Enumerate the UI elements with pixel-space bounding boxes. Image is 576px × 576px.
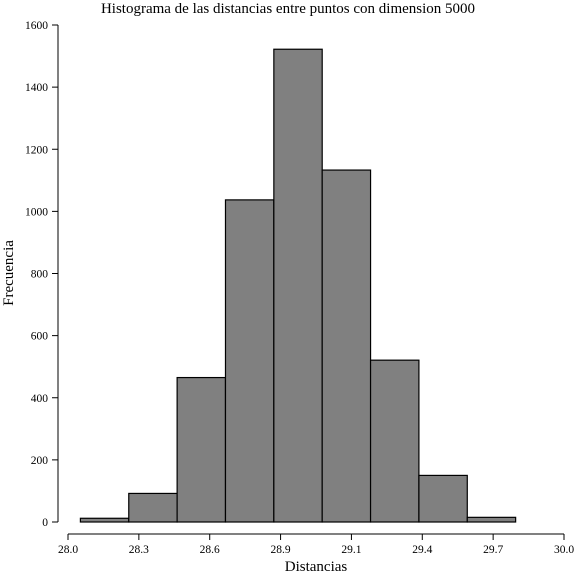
y-tick-label: 1400 — [25, 82, 48, 94]
chart-title: Histograma de las distancias entre punto… — [101, 1, 475, 17]
y-tick-label: 1200 — [25, 144, 48, 156]
histogram-bar-1 — [79, 517, 130, 523]
y-tick-label: 600 — [31, 331, 49, 343]
histogram-bar-9 — [466, 516, 517, 523]
histogram-bar-6 — [321, 169, 372, 523]
histogram-bar-7 — [369, 359, 420, 523]
x-tick-label: 28.6 — [200, 544, 220, 556]
histogram-bar-8 — [418, 474, 468, 523]
y-tick-label: 0 — [42, 517, 48, 529]
histogram-bar-2 — [128, 492, 178, 523]
y-tick-label: 400 — [31, 393, 49, 405]
y-tick-label: 1600 — [25, 20, 48, 32]
x-axis-label: Distancias — [285, 559, 348, 575]
histogram-bar-5 — [273, 48, 323, 523]
y-tick-label: 200 — [31, 455, 49, 467]
x-tick-label: 29.7 — [483, 544, 503, 556]
y-axis: 0 200 400 600 800 1000 1200 1400 1600 — [25, 20, 59, 529]
x-tick-label: 28.9 — [271, 544, 291, 556]
x-axis: 28.0 28.3 28.6 28.9 29.1 29.4 29.7 30.0 — [58, 533, 574, 556]
x-tick-label: 30.0 — [554, 544, 574, 556]
y-axis-label: Frecuencia — [1, 240, 17, 306]
x-tick-label: 29.1 — [341, 544, 361, 556]
histogram-bar-4 — [224, 199, 275, 523]
histogram-bar-3 — [176, 376, 227, 523]
x-tick-label: 28.3 — [129, 544, 149, 556]
y-tick-label: 1000 — [25, 206, 48, 218]
x-tick-label: 28.0 — [58, 544, 78, 556]
x-tick-label: 29.4 — [412, 544, 432, 556]
y-tick-label: 800 — [31, 269, 49, 281]
bars-group — [79, 48, 517, 523]
